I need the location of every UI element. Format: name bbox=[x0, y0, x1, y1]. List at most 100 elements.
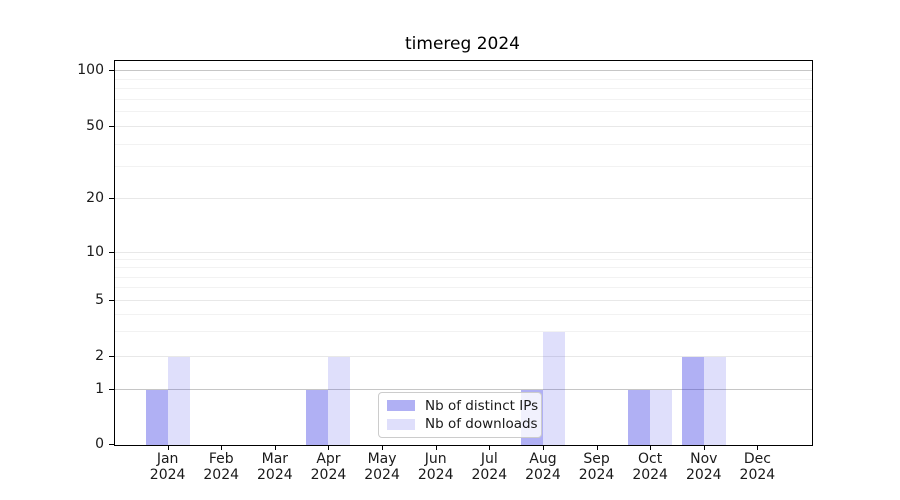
x-tick-mark bbox=[489, 445, 491, 450]
x-tick-mark bbox=[703, 445, 705, 450]
x-axis-tick-label: May 2024 bbox=[347, 451, 417, 483]
x-axis-tick-label: Jun 2024 bbox=[401, 451, 471, 483]
gridline-major bbox=[115, 389, 812, 391]
gridline-minor bbox=[115, 88, 812, 90]
x-label-year: 2024 bbox=[203, 467, 240, 483]
legend-label-distinct-ips: Nb of distinct IPs bbox=[425, 397, 539, 414]
x-label-year: 2024 bbox=[417, 467, 454, 483]
x-tick-mark bbox=[542, 445, 544, 450]
x-label-year: 2024 bbox=[685, 467, 722, 483]
gridline-minor bbox=[115, 78, 812, 80]
y-axis-tick-label: 0 bbox=[95, 436, 104, 452]
y-tick-mark bbox=[109, 69, 114, 71]
x-axis-tick-label: Nov 2024 bbox=[669, 451, 739, 483]
gridline-major bbox=[115, 252, 812, 253]
x-label-year: 2024 bbox=[257, 467, 293, 483]
gridline-minor bbox=[115, 143, 812, 145]
y-tick-mark bbox=[109, 444, 114, 445]
bar-downloads bbox=[650, 390, 673, 445]
legend-label-downloads: Nb of downloads bbox=[425, 416, 538, 433]
x-axis-tick-label: Mar 2024 bbox=[240, 451, 310, 483]
y-tick-mark bbox=[109, 389, 114, 390]
x-label-month: Feb bbox=[208, 451, 234, 467]
y-axis-tick-label: 1 bbox=[95, 381, 104, 397]
gridline-minor bbox=[115, 267, 812, 269]
legend-swatch-distinct-ips bbox=[387, 400, 415, 412]
x-label-year: 2024 bbox=[471, 467, 508, 483]
bar-distinct-ips bbox=[145, 390, 168, 445]
y-axis-tick-label: 5 bbox=[95, 292, 104, 308]
y-tick-mark bbox=[109, 300, 114, 301]
gridline-minor bbox=[115, 111, 812, 113]
gridline-minor bbox=[115, 166, 812, 168]
x-label-month: Dec bbox=[743, 451, 771, 467]
gridline-major bbox=[115, 126, 812, 128]
x-tick-mark bbox=[167, 445, 169, 450]
y-tick-mark bbox=[109, 126, 114, 127]
x-label-month: May bbox=[367, 451, 397, 467]
bar-distinct-ips bbox=[628, 390, 651, 445]
x-label-year: 2024 bbox=[525, 467, 561, 483]
y-axis-tick-label: 20 bbox=[86, 190, 104, 206]
bar-downloads bbox=[703, 357, 726, 445]
gridline-minor bbox=[115, 287, 812, 289]
x-label-month: Sep bbox=[583, 451, 610, 467]
chart-title: timereg 2024 bbox=[405, 34, 520, 54]
y-axis-tick-label: 2 bbox=[95, 347, 104, 364]
x-axis-tick-label: Oct 2024 bbox=[615, 451, 685, 483]
bar-distinct-ips bbox=[306, 390, 329, 445]
gridline-minor bbox=[115, 331, 812, 333]
x-label-year: 2024 bbox=[632, 467, 668, 483]
x-tick-mark bbox=[435, 445, 437, 450]
x-label-year: 2024 bbox=[149, 467, 186, 483]
x-tick-mark bbox=[757, 445, 759, 450]
x-label-month: Nov bbox=[690, 451, 718, 467]
x-tick-mark bbox=[382, 445, 384, 450]
x-axis-tick-label: Apr 2024 bbox=[293, 451, 363, 483]
x-label-month: Oct bbox=[638, 451, 663, 467]
gridline-minor bbox=[115, 276, 812, 278]
gridline-major bbox=[115, 198, 812, 200]
bar-downloads bbox=[542, 332, 565, 445]
x-label-year: 2024 bbox=[578, 467, 615, 483]
x-axis-tick-label: Sep 2024 bbox=[562, 451, 632, 483]
bar-downloads bbox=[328, 357, 351, 445]
x-axis-tick-label: Jul 2024 bbox=[454, 451, 524, 483]
y-axis-tick-label: 100 bbox=[77, 61, 104, 78]
x-tick-mark bbox=[328, 445, 330, 450]
y-tick-mark bbox=[109, 252, 114, 253]
x-label-month: Apr bbox=[316, 451, 341, 467]
y-axis-tick-label: 50 bbox=[86, 118, 104, 134]
legend-swatch-downloads bbox=[387, 418, 415, 430]
y-axis-tick-label: 10 bbox=[86, 244, 104, 260]
y-tick-mark bbox=[109, 355, 114, 357]
x-tick-mark bbox=[650, 445, 652, 450]
x-label-year: 2024 bbox=[364, 467, 400, 483]
gridline-major bbox=[115, 69, 812, 71]
x-label-month: Aug bbox=[529, 451, 557, 467]
legend-item-distinct-ips: Nb of distinct IPs bbox=[387, 398, 538, 414]
y-tick-mark bbox=[109, 198, 114, 199]
x-axis-tick-label: Dec 2024 bbox=[722, 451, 792, 483]
gridline-minor bbox=[115, 98, 812, 100]
x-axis-tick-label: Aug 2024 bbox=[508, 451, 578, 483]
plot-area bbox=[114, 60, 813, 446]
x-label-month: Jun bbox=[424, 451, 447, 467]
x-label-month: Jul bbox=[480, 451, 498, 467]
x-axis-tick-label: Jan 2024 bbox=[133, 451, 203, 483]
bar-distinct-ips bbox=[681, 357, 704, 445]
x-label-month: Jan bbox=[156, 451, 179, 467]
x-tick-mark bbox=[596, 445, 598, 450]
gridline-major bbox=[115, 300, 812, 301]
x-tick-mark bbox=[274, 445, 276, 450]
gridline-minor bbox=[115, 259, 812, 261]
gridline-major bbox=[115, 356, 812, 357]
x-axis-tick-label: Feb 2024 bbox=[186, 451, 256, 483]
legend: Nb of distinct IPs Nb of downloads bbox=[378, 392, 542, 438]
x-tick-mark bbox=[221, 445, 223, 450]
x-label-year: 2024 bbox=[310, 467, 347, 483]
bar-downloads bbox=[167, 357, 190, 445]
x-label-month: Mar bbox=[261, 451, 289, 467]
x-label-year: 2024 bbox=[739, 467, 776, 483]
